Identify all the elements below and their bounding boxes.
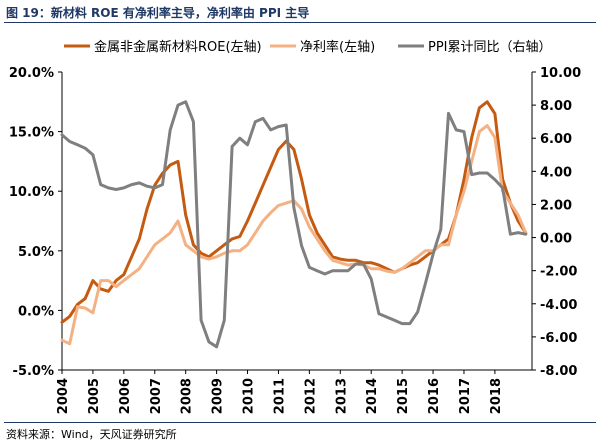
right-tick-label: 0.00 [540,232,572,247]
left-tick-label: 10.0% [9,185,54,200]
right-tick-label: 4.00 [540,165,572,180]
x-tick-label: 2014 [365,378,380,414]
x-tick-label: 2004 [56,378,71,414]
chart-legend: 金属非金属新材料ROE(左轴) 净利率(左轴) PPI累计同比（右轴） [64,39,552,55]
x-tick-label: 2007 [149,378,164,414]
x-tick-label: 2015 [396,378,411,414]
x-tick-label: 2009 [211,378,226,414]
x-tick-label: 2011 [272,378,287,414]
x-tick-label: 2006 [118,378,133,414]
figure-title: 图 19：新材料 ROE 有净利率主导，净利率由 PPI 主导 [6,6,310,20]
left-tick-label: 5.0% [18,245,54,260]
right-tick-label: -6.00 [540,331,577,346]
x-tick-label: 2016 [427,378,442,414]
right-tick-label: -8.00 [540,364,577,379]
legend-label-2: 净利率(左轴) [300,39,375,55]
left-tick-label: 0.0% [18,304,54,319]
source-note: 资料来源：Wind，天风证券研究所 [6,428,177,441]
chart-svg: 金属非金属新材料ROE(左轴) 净利率(左轴) PPI累计同比（右轴） -5.0% 0… [9,39,581,414]
left-tick-label: -5.0% [13,364,54,379]
source-divider [4,422,596,423]
right-tick-label: 10.00 [540,66,581,81]
chart-lines [60,100,528,349]
right-tick-label: -2.00 [540,265,577,280]
x-tick-label: 2010 [242,378,257,414]
series-line-3 [60,100,528,349]
left-tick-label: 20.0% [9,66,54,81]
legend-label-3: PPI累计同比（右轴） [428,40,552,55]
x-tick-label: 2013 [334,378,349,414]
title-divider [4,22,596,23]
right-tick-label: 8.00 [540,99,572,114]
right-tick-label: -4.00 [540,298,577,313]
x-tick-label: 2017 [458,378,473,414]
series-line-2 [60,124,528,346]
right-tick-label: 6.00 [540,132,572,147]
left-tick-label: 15.0% [9,126,54,141]
x-tick-label: 2012 [303,378,318,414]
chart-axes: -5.0% 0.0% 5.0% 10.0% 15.0% 20.0% -8.00 -6.00 -4… [9,66,581,414]
x-tick-label: 2008 [180,378,195,414]
x-tick-label: 2005 [87,378,102,414]
right-tick-label: 2.00 [540,198,572,213]
legend-label-1: 金属非金属新材料ROE(左轴) [94,39,262,55]
x-tick-label: 2018 [489,378,504,414]
